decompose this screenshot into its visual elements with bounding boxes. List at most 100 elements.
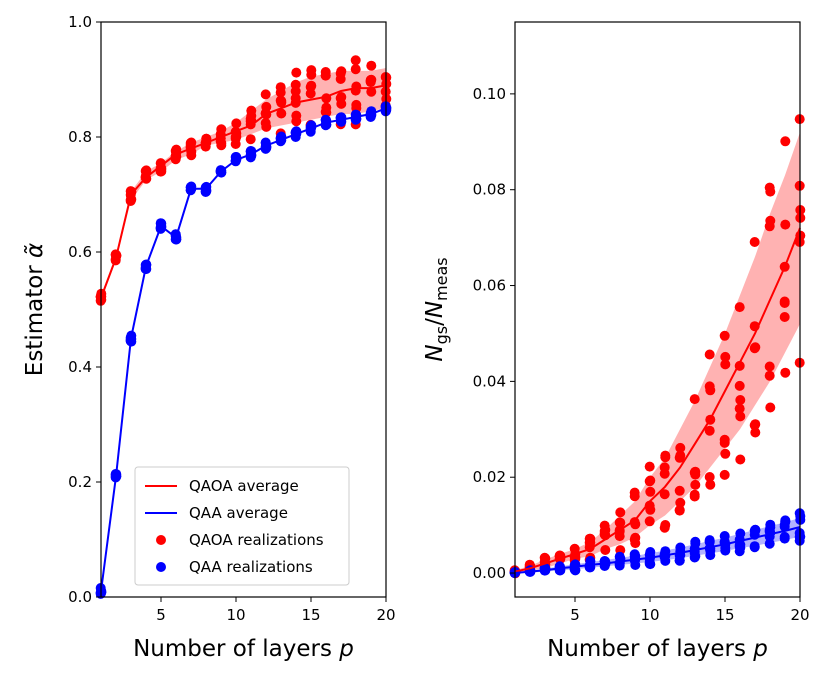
right-qaoa-realization-point	[690, 466, 701, 477]
left-qaoa-realization-point	[350, 55, 361, 66]
right-qaa-realization-point	[569, 560, 580, 570]
right-qaoa-realization-point	[659, 522, 670, 533]
left-y-axis-label: Estimator α̃	[22, 243, 48, 376]
left-qaoa-realization-point	[306, 80, 317, 91]
right-qaoa-realization-point	[750, 419, 761, 430]
left-y-tick-label: 1.0	[68, 13, 92, 31]
right-qaoa-realization-point	[660, 450, 671, 461]
right-qaoa-realization-point	[734, 302, 745, 313]
left-qaoa-realization-point	[231, 118, 242, 129]
right-qaoa-realization-point	[689, 489, 700, 500]
right-qaoa-realization-point	[720, 448, 731, 459]
right-qaoa-realization-point	[765, 186, 776, 197]
right-qaoa-realization-point	[704, 425, 715, 436]
left-qaoa-realization-point	[291, 116, 302, 127]
right-qaa-realization-point	[764, 538, 775, 549]
left-plot-frame	[100, 21, 387, 598]
left-qaoa-realization-point	[126, 186, 137, 197]
right-qaoa-realization-point	[734, 380, 745, 391]
right-y-tick-label: 0.06	[473, 277, 506, 295]
right-qaoa-realization-point	[720, 351, 731, 362]
right-qaa-realization-point	[779, 519, 790, 530]
right-qaoa-realization-point	[584, 537, 595, 548]
right-qaoa-realization-point	[764, 370, 775, 381]
left-qaoa-realization-point	[366, 86, 377, 97]
left-qaoa-average-line	[100, 84, 387, 299]
right-y-tick-label: 0.00	[473, 564, 506, 582]
right-qaa-realization-point	[644, 554, 655, 565]
left-qaoa-realization-point	[140, 166, 151, 176]
left-qaoa-realization-point	[261, 121, 272, 132]
right-panel: 5 10 15 20 0.00 0.02 0.04 0.06 0.08 0.10 Number o…	[422, 21, 810, 662]
right-qaa-realization-point	[750, 525, 761, 536]
right-qaa-realization-point	[645, 547, 656, 557]
left-qaoa-realization-point	[350, 64, 361, 75]
right-qaoa-realization-point	[720, 359, 731, 370]
right-qaoa-realization-point	[719, 434, 730, 445]
left-qaoa-realization-point	[305, 88, 316, 99]
right-qaoa-realization-point	[735, 395, 746, 405]
right-plot-frame	[514, 21, 801, 598]
right-qaoa-realization-point	[629, 491, 640, 502]
right-qaoa-average-line	[514, 227, 801, 573]
left-qaoa-realization-point	[276, 108, 287, 119]
left-panel: 5 10 15 20 0.0 0.2 0.4 0.6 0.8 1.0 Number of laye…	[22, 13, 396, 662]
right-y-tick-label: 0.08	[473, 181, 506, 199]
right-y-tick-label: 0.02	[473, 468, 506, 486]
right-y-tick-label: 0.10	[473, 85, 506, 103]
right-qaoa-realization-point	[689, 394, 700, 405]
left-x-tick-label: 15	[301, 606, 320, 624]
right-qaa-realization-point	[749, 542, 760, 553]
left-x-tick-label: 20	[376, 606, 395, 624]
right-qaoa-realization-point	[704, 349, 715, 360]
right-qaoa-realization-point	[600, 545, 611, 555]
right-qaoa-realization-point	[674, 485, 685, 496]
left-qaoa-realization-point	[320, 70, 331, 81]
left-qaoa-realization-point	[275, 95, 286, 106]
right-qaoa-realization-point	[780, 136, 791, 147]
right-qaoa-realization-point	[705, 479, 716, 490]
left-qaoa-realization-point	[365, 75, 376, 85]
left-qaoa-realization-point	[291, 67, 302, 78]
right-qaoa-realization-point	[539, 552, 550, 563]
right-qaoa-realization-point	[599, 526, 610, 536]
right-qaa-realization-point	[704, 536, 715, 547]
left-qaoa-realization-point	[216, 138, 227, 149]
left-y-tick-label: 0.4	[68, 358, 92, 376]
left-y-tick-label: 0.0	[68, 588, 92, 606]
right-qaoa-realization-point	[764, 221, 775, 232]
right-x-axis-label: Number of layers p	[547, 636, 768, 662]
left-y-tick-label: 0.8	[68, 128, 92, 146]
legend-qaoa-average-label: QAOA average	[189, 477, 299, 495]
right-x-tick-label: 5	[570, 606, 580, 624]
right-qaoa-realization-point	[645, 486, 656, 497]
left-y-tick-label: 0.2	[68, 473, 92, 491]
right-qaoa-realization-point	[764, 361, 775, 372]
left-qaoa-realization-point	[336, 98, 347, 109]
right-qaa-realization-point	[690, 538, 701, 549]
right-qaoa-realization-point	[674, 452, 685, 463]
legend-qaa-average-label: QAA average	[189, 504, 288, 522]
right-qaoa-realization-point	[779, 312, 790, 322]
left-qaa-realization-point	[185, 182, 196, 193]
left-qaoa-realization-point	[366, 60, 377, 71]
right-qaoa-realization-point	[749, 237, 760, 247]
right-qaoa-realization-point	[615, 507, 626, 518]
right-qaoa-realization-point	[659, 489, 670, 500]
legend-qaoa-realizations-marker	[156, 535, 166, 545]
right-qaa-realization-point	[554, 561, 565, 572]
left-qaoa-realization-point	[155, 163, 166, 174]
right-qaoa-realization-point	[734, 403, 745, 414]
right-y-tick-label: 0.04	[473, 372, 506, 390]
right-qaoa-realization-point	[719, 469, 730, 480]
left-qaoa-realization-point	[275, 87, 286, 98]
right-qaoa-realization-point	[750, 427, 761, 438]
right-qaoa-realization-point	[719, 330, 730, 341]
right-qaoa-realization-point	[614, 517, 625, 528]
right-qaoa-realization-point	[705, 385, 716, 396]
right-qaoa-realization-point	[690, 479, 701, 490]
right-qaoa-realization-point	[780, 367, 791, 378]
right-qaa-realization-point	[735, 542, 746, 553]
left-qaa-average-line	[100, 107, 387, 592]
